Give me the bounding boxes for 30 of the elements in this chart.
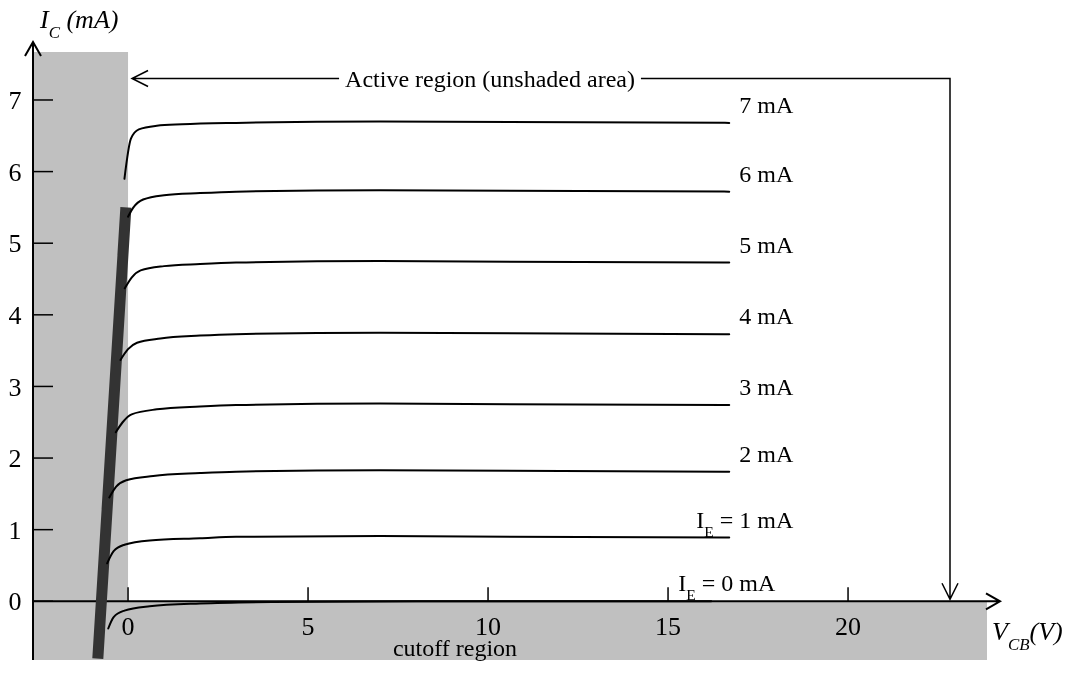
series-label: 4 mA — [739, 303, 794, 330]
x-axis-title: V$_{CB}$(V) — [992, 617, 1063, 654]
y-tick-label: 6 — [8, 157, 22, 187]
x-tick-label: 5 — [301, 612, 315, 642]
line-series — [123, 120, 731, 180]
y-tick-label: 0 — [8, 587, 22, 617]
y-tick-label: 2 — [8, 444, 22, 474]
x-tick-label: 20 — [835, 612, 862, 642]
x-tick-label: 0 — [121, 612, 135, 642]
series-label: 3 mA — [739, 374, 794, 401]
line-series — [123, 260, 731, 290]
annotation: Active region (unshaded area) — [345, 65, 635, 92]
y-tick-label: 3 — [8, 372, 22, 402]
x-tick-label: 15 — [655, 612, 682, 642]
line-series — [106, 535, 731, 565]
y-axis-title: I$_{C}$ (mA) — [39, 5, 119, 42]
series-label: I$_{E}$ = 0 mA — [678, 570, 776, 603]
series-label: 6 mA — [739, 160, 794, 187]
y-tick-label: 5 — [8, 229, 22, 259]
y-tick-label: 1 — [8, 515, 22, 545]
series-label: 2 mA — [739, 440, 794, 467]
series-label: 5 mA — [739, 231, 794, 258]
line-series — [127, 189, 731, 218]
line-series — [119, 331, 731, 361]
y-tick-label: 7 — [8, 86, 22, 116]
line-series — [114, 402, 731, 434]
series-label: I$_{E}$ = 1 mA — [696, 506, 794, 540]
line-series — [108, 469, 731, 499]
y-tick-label: 4 — [8, 300, 22, 330]
series-label: 7 mA — [739, 91, 794, 118]
